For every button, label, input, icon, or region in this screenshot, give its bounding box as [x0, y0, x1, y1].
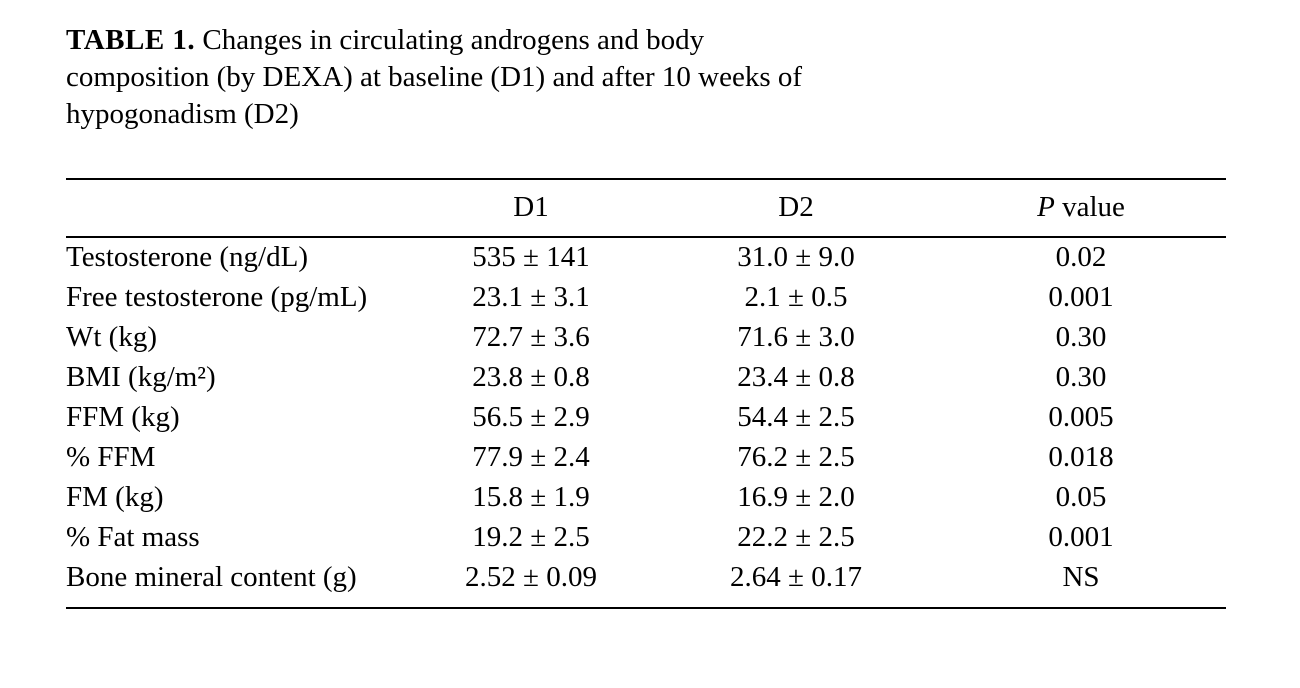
row-label: Wt (kg) [66, 321, 157, 353]
p-value: 0.02 [1055, 241, 1107, 273]
d2-value: 76.2 ± 2.5 [737, 441, 855, 473]
table-row: Bone mineral content (g) 2.52 ± 0.09 2.6… [66, 558, 1226, 609]
row-label: FM (kg) [66, 481, 164, 513]
d2-value: 71.6 ± 3.0 [737, 321, 855, 353]
header-d2: D2 [656, 178, 936, 238]
d1-value: 72.7 ± 3.6 [472, 321, 590, 353]
table-caption-line-1: Changes in circulating androgens and bod… [202, 24, 705, 56]
p-value: 0.30 [1055, 321, 1107, 353]
d1-value: 15.8 ± 1.9 [472, 481, 590, 513]
table-row: Free testosterone (pg/mL) 23.1 ± 3.1 2.1… [66, 278, 1226, 318]
d1-value: 19.2 ± 2.5 [472, 521, 590, 553]
p-value: 0.018 [1048, 441, 1114, 473]
table-row: % Fat mass 19.2 ± 2.5 22.2 ± 2.5 0.001 [66, 518, 1226, 558]
d2-value: 22.2 ± 2.5 [737, 521, 855, 553]
table-caption-line-3: hypogonadism (D2) [66, 98, 299, 130]
d1-value: 77.9 ± 2.4 [472, 441, 590, 473]
table-row: % FFM 77.9 ± 2.4 76.2 ± 2.5 0.018 [66, 438, 1226, 478]
header-p-value: P value [936, 178, 1226, 238]
row-label: FFM (kg) [66, 401, 180, 433]
table-row: Wt (kg) 72.7 ± 3.6 71.6 ± 3.0 0.30 [66, 318, 1226, 358]
header-empty-cell [66, 178, 406, 238]
d1-value: 535 ± 141 [472, 241, 590, 273]
d1-value: 56.5 ± 2.9 [472, 401, 590, 433]
header-row: D1 D2 P value [66, 178, 1226, 238]
header-p-value-rest: value [1054, 191, 1125, 223]
d2-value: 31.0 ± 9.0 [737, 241, 855, 273]
d1-value: 23.8 ± 0.8 [472, 361, 590, 393]
row-label: Free testosterone (pg/mL) [66, 281, 368, 313]
header-p-value-italic: P [1037, 191, 1055, 223]
p-value: 0.30 [1055, 361, 1107, 393]
table-row: Testosterone (ng/dL) 535 ± 141 31.0 ± 9.… [66, 237, 1226, 278]
data-table: D1 D2 P value Testosterone (ng/dL) 535 ±… [66, 178, 1226, 609]
row-label: Bone mineral content (g) [66, 558, 406, 609]
header-d1: D1 [406, 178, 656, 238]
p-value: 0.005 [1048, 401, 1114, 433]
table-row: FFM (kg) 56.5 ± 2.9 54.4 ± 2.5 0.005 [66, 398, 1226, 438]
d2-value: 2.1 ± 0.5 [744, 281, 848, 313]
table-caption: TABLE 1. Changes in circulating androgen… [66, 22, 1176, 133]
table-row: BMI (kg/m²) 23.8 ± 0.8 23.4 ± 0.8 0.30 [66, 358, 1226, 398]
p-value: 0.05 [1055, 481, 1107, 513]
table-row: FM (kg) 15.8 ± 1.9 16.9 ± 2.0 0.05 [66, 478, 1226, 518]
d2-value: 16.9 ± 2.0 [737, 481, 855, 513]
d2-value: 23.4 ± 0.8 [737, 361, 855, 393]
row-label: Testosterone (ng/dL) [66, 241, 308, 273]
row-label: % FFM [66, 441, 156, 473]
d2-value: 2.64 ± 0.17 [656, 558, 936, 609]
row-label: % Fat mass [66, 521, 200, 553]
p-value: NS [936, 558, 1226, 609]
row-label: BMI (kg/m²) [66, 361, 216, 393]
d1-value: 2.52 ± 0.09 [406, 558, 656, 609]
table-caption-label: TABLE 1. [66, 24, 196, 56]
p-value: 0.001 [1048, 281, 1114, 313]
d1-value: 23.1 ± 3.1 [472, 281, 590, 313]
table-caption-line-2: composition (by DEXA) at baseline (D1) a… [66, 61, 803, 93]
d2-value: 54.4 ± 2.5 [737, 401, 855, 433]
p-value: 0.001 [1048, 521, 1114, 553]
